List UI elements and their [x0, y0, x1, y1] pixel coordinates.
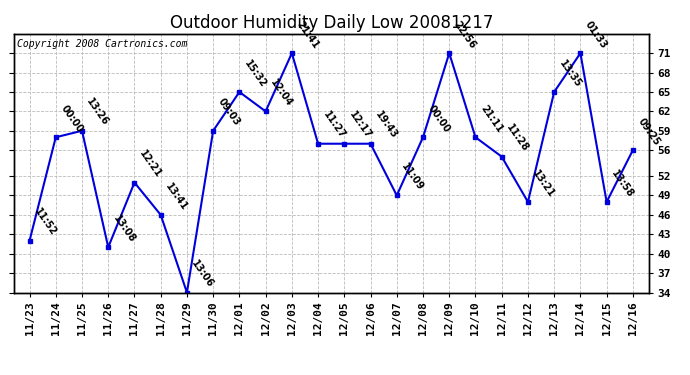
Text: 12:17: 12:17 — [347, 110, 373, 141]
Text: 13:58: 13:58 — [609, 168, 635, 199]
Text: Copyright 2008 Cartronics.com: Copyright 2008 Cartronics.com — [17, 39, 188, 49]
Text: 11:52: 11:52 — [32, 207, 58, 238]
Text: 13:08: 13:08 — [111, 213, 137, 244]
Text: 01:33: 01:33 — [583, 19, 609, 50]
Text: 12:04: 12:04 — [268, 78, 295, 109]
Text: 00:00: 00:00 — [59, 104, 84, 135]
Text: 09:03: 09:03 — [216, 97, 242, 128]
Text: 11:09: 11:09 — [400, 162, 426, 193]
Text: 13:35: 13:35 — [557, 58, 583, 89]
Text: 21:11: 21:11 — [478, 104, 504, 135]
Text: 09:25: 09:25 — [635, 116, 662, 147]
Text: 13:41: 13:41 — [164, 181, 190, 212]
Text: 12:21: 12:21 — [137, 148, 164, 180]
Text: 15:32: 15:32 — [242, 58, 268, 89]
Text: 11:27: 11:27 — [321, 110, 347, 141]
Text: 13:26: 13:26 — [85, 97, 111, 128]
Text: 11:28: 11:28 — [504, 123, 531, 154]
Text: 21:41: 21:41 — [295, 19, 321, 50]
Text: 19:43: 19:43 — [373, 110, 400, 141]
Text: 22:56: 22:56 — [452, 19, 478, 50]
Title: Outdoor Humidity Daily Low 20081217: Outdoor Humidity Daily Low 20081217 — [170, 14, 493, 32]
Text: 00:00: 00:00 — [426, 104, 452, 135]
Text: 13:06: 13:06 — [190, 259, 216, 290]
Text: 13:21: 13:21 — [531, 168, 557, 199]
